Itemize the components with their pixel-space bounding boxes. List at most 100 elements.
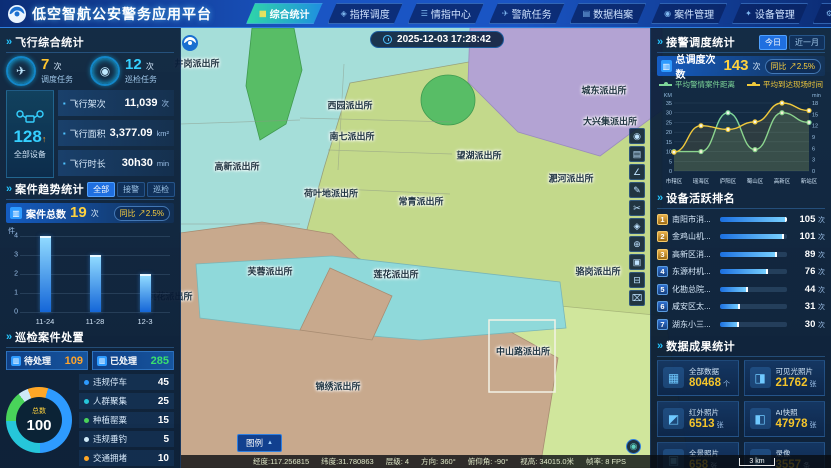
measure-icon[interactable]: ∠ <box>629 164 645 180</box>
stats-icon: ▦ <box>259 9 267 18</box>
device-name: 东源村机... <box>672 267 711 276</box>
map-label-station: 淝河派出所 <box>548 173 594 184</box>
achievement-label: 录像 <box>775 448 791 458</box>
map-label-station: 望湖派出所 <box>456 150 502 161</box>
ranking-row[interactable]: 6 咸安区太... 31 次 <box>657 300 825 314</box>
svg-text:35: 35 <box>666 101 672 107</box>
tab-intel[interactable]: ☰ 情指中心 <box>408 3 484 24</box>
pending-pill[interactable]: ▥ 待处理 109 <box>6 351 88 370</box>
legend-value: 25 <box>157 395 169 407</box>
flight-circle-value: 7 <box>41 55 50 73</box>
plane-icon: ✈ <box>6 56 36 86</box>
trend-tab-1[interactable]: 接警 <box>117 181 146 197</box>
rank-badge: 5 <box>657 283 668 295</box>
globe-icon[interactable]: ◉ <box>629 128 645 144</box>
achievement-card[interactable]: ◩ 红外照片 6513 张 <box>657 400 739 437</box>
flight-section-header: » 飞行综合统计 <box>6 31 174 53</box>
achievement-label: 红外照片 <box>689 407 719 417</box>
tab-archive[interactable]: ▤ 数据档案 <box>570 3 647 24</box>
map-label-station: 南七派出所 <box>329 131 375 142</box>
legend-label: 人群聚集 <box>93 396 128 406</box>
delete-icon[interactable]: ⌧ <box>629 290 645 306</box>
line-legend-label: 平均到达现场时间 <box>763 80 823 89</box>
flight-device-row: 128↑ 全部设备 ▪ 飞行架次 11,039 次 ▪ 飞行面积 3,377.09 km² ▪ 飞… <box>6 90 174 178</box>
range-tab-0[interactable]: 今日 <box>759 34 787 50</box>
legend-value: 15 <box>157 414 169 426</box>
tab-device[interactable]: ✦ 设备管理 <box>732 3 808 24</box>
flight-row-value: 3,377.09 <box>109 127 153 139</box>
device-name: 南阳市消... <box>672 214 711 224</box>
split-icon[interactable]: ⊟ <box>629 272 645 288</box>
rank-value: 101 次 <box>799 231 826 242</box>
map-label-station: 城东派出所 <box>581 85 627 96</box>
drone-icon <box>16 109 44 123</box>
achievement-card[interactable]: ▦ 全部数据 80468 个 <box>657 359 739 396</box>
map-region-park-2[interactable] <box>245 28 303 141</box>
map-region-purple[interactable] <box>467 28 663 157</box>
line-legend-item[interactable]: 平均警情案件距离 <box>659 79 735 90</box>
case-donut-row: 总数 100 违规停车 45 人群聚集 25 种植罂粟 15 违规垂钓 5 交通拥堵 10 <box>6 374 174 466</box>
tab-command[interactable]: ◈ 指挥调度 <box>328 3 403 24</box>
tab-system[interactable]: ⚙系统管理 <box>813 3 831 24</box>
rank-badge: 2 <box>657 231 668 242</box>
ranking-row[interactable]: 3 高新区消... 89 次 <box>657 247 825 261</box>
trend-tab-0[interactable]: 全部 <box>87 181 116 197</box>
svg-text:0: 0 <box>669 169 672 175</box>
tab-case[interactable]: ◉ 案件管理 <box>651 3 727 24</box>
range-tab-1[interactable]: 近一月 <box>789 34 825 50</box>
left-panel: » 飞行综合统计 ✈ 7 次 调度任务 ◉ 12 次 巡检任务 128↑ 全部设备 ▪ 飞行… <box>0 28 181 468</box>
map-legend-button[interactable]: 图例 ▲ <box>237 434 282 452</box>
achievement-label: 可见光照片 <box>775 366 814 376</box>
globe-icon[interactable]: ◉ <box>626 439 641 454</box>
rank-bar-track <box>720 216 787 222</box>
ranking-row[interactable]: 5 化勘总院... 44 次 <box>657 282 825 296</box>
svg-text:庐阳区: 庐阳区 <box>720 177 737 185</box>
scissors-icon[interactable]: ✂ <box>629 200 645 216</box>
dispatch-line-chart: 0 5 10 15 20 25 30 35 0 3 6 9 12 15 18 KM min 市辖区 瑶海区 庐阳区 蜀山… <box>664 93 821 185</box>
tab-label: 案件管理 <box>674 10 715 21</box>
rank-value: 76 次 <box>804 266 825 277</box>
archive-icon: ▤ <box>582 9 591 18</box>
map-label-station: 锦绣派出所 <box>315 381 361 392</box>
ranking-row[interactable]: 2 金鸡山机... 101 次 <box>657 230 825 244</box>
select-icon[interactable]: ◈ <box>629 218 645 234</box>
done-pill[interactable]: ▥ 已处理 285 <box>92 351 174 370</box>
album-icon[interactable]: ▣ <box>629 254 645 270</box>
donut-legend-item: 人群聚集 25 <box>79 393 174 409</box>
achievement-card[interactable]: ◨ 可见光照片 21762 张 <box>743 359 825 396</box>
svg-text:市辖区: 市辖区 <box>666 177 683 185</box>
map-region-tan-blob[interactable] <box>299 267 393 341</box>
line-legend-item[interactable]: 平均到达现场时间 <box>747 79 823 90</box>
flight-stat-rows: ▪ 飞行架次 11,039 次 ▪ 飞行面积 3,377.09 km² ▪ 飞行时长 30h30 mi… <box>57 90 174 178</box>
achievement-value: 21762 张 <box>775 376 817 389</box>
ranking-section-title: 设备活跃排名 <box>666 193 736 205</box>
layers-icon[interactable]: ▤ <box>629 146 645 162</box>
map-toolbar: ◉ ▤ ∠ ✎ ✂ ◈ ⊕ ▣ ⊟ ⌧ <box>629 128 645 306</box>
flight-circle-stat: ◉ 12 次巡检任务 <box>90 56 174 86</box>
logo-swirl-icon <box>8 4 26 23</box>
achievement-card[interactable]: ◧ AI快照 47978 张 <box>743 400 825 437</box>
ranking-row[interactable]: 1 南阳市消... 105 次 <box>657 212 825 226</box>
map-region-park-1[interactable] <box>420 74 476 126</box>
flight-row-unit: km² <box>156 128 170 138</box>
trend-section-header: » 案件趋势统计 全部 接警 巡检 <box>6 178 176 200</box>
rank-value: 30 次 <box>804 318 825 330</box>
done-icon: ▥ <box>97 355 107 366</box>
ranking-row[interactable]: 4 东源村机... 76 次 <box>657 265 825 279</box>
trend-tab-2[interactable]: 巡检 <box>147 181 176 197</box>
case-donut-legend: 违规停车 45 人群聚集 25 种植罂粟 15 违规垂钓 5 交通拥堵 10 <box>79 374 174 466</box>
legend-dot-icon <box>84 436 89 442</box>
device-name: 湖东小三... <box>672 319 711 329</box>
tab-stats[interactable]: ▦ 综合统计 <box>246 3 323 24</box>
draw-icon[interactable]: ✎ <box>629 182 645 198</box>
tab-aviation[interactable]: ✈ 警航任务 <box>489 3 565 24</box>
map-label-station: 莲花派出所 <box>373 269 419 280</box>
flight-row-unit: min <box>156 158 169 168</box>
legend-value: 10 <box>157 452 169 464</box>
ranking-row[interactable]: 7 湖东小三... 30 次 <box>657 317 825 331</box>
trend-bar <box>139 274 151 312</box>
map-scale-bar: 3 km <box>739 458 775 466</box>
case-total-label: 案件总数 <box>26 209 66 221</box>
pending-value: 109 <box>64 354 83 367</box>
search-icon[interactable]: ⊕ <box>629 236 645 252</box>
